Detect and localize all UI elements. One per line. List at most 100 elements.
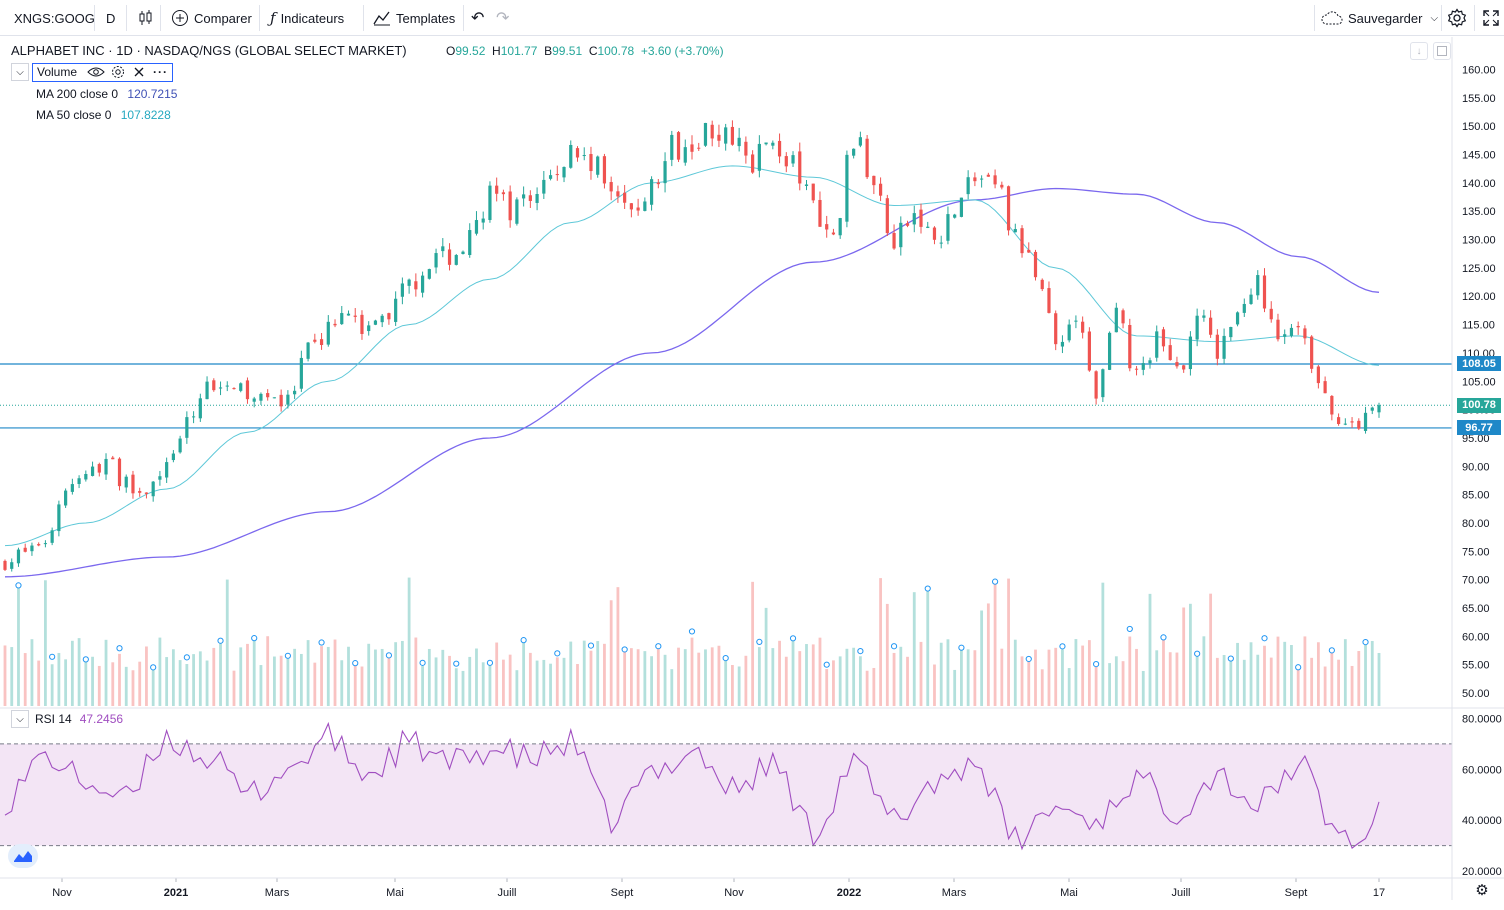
candle [1276, 313, 1280, 342]
time-axis[interactable]: Nov 2021 Mars Mai Juill Sept Nov 2022 Mars Mai Jui… [52, 878, 1385, 899]
scroll-to-latest-button[interactable]: ↓ [1410, 42, 1428, 60]
candle-body [811, 183, 815, 201]
chart-type-button[interactable] [138, 0, 154, 36]
candle-body [939, 242, 943, 244]
templates-icon [373, 11, 390, 26]
candle-body [986, 174, 990, 177]
candle [1054, 310, 1058, 351]
candle-body [239, 383, 243, 391]
candle [858, 131, 862, 148]
volume-bar [286, 658, 290, 706]
volume-bar [838, 656, 842, 706]
candle [946, 206, 950, 245]
candle-body [90, 466, 95, 476]
candle [23, 543, 27, 553]
volume-bar [64, 659, 68, 706]
candle-body [966, 177, 970, 195]
candle [97, 462, 101, 477]
save-button[interactable]: Sauvegarder ⌵ [1321, 0, 1438, 36]
candle [394, 291, 398, 326]
fullscreen-button[interactable] [1482, 0, 1500, 36]
tradingview-logo[interactable] [8, 844, 38, 868]
settings-button[interactable] [1447, 0, 1467, 36]
volume-bar [91, 656, 94, 706]
candle-body [926, 226, 930, 228]
volume-bar [1094, 663, 1098, 706]
volume-bar [50, 664, 54, 706]
maximize-pane-button[interactable] [1433, 42, 1451, 60]
price-axis[interactable]: 160.00 155.00 150.00 145.00 140.00 135.00 130.… [1462, 65, 1496, 701]
candle [892, 224, 896, 250]
candle [1141, 356, 1145, 376]
candle [340, 306, 344, 326]
change-value: +3.60 (+3.70%) [640, 44, 724, 58]
volume-marker [554, 650, 561, 657]
candle-body [1350, 421, 1354, 423]
volume-bar [818, 637, 822, 706]
candle-body [609, 182, 613, 192]
candle-body [1188, 336, 1193, 370]
candle-body [528, 195, 532, 201]
more-icon[interactable]: ··· [153, 65, 169, 79]
candle [1249, 288, 1253, 305]
close-icon[interactable] [133, 66, 145, 78]
candle-body [1303, 328, 1307, 339]
candle [70, 478, 74, 495]
eye-icon[interactable] [87, 66, 105, 78]
candle-body [474, 220, 479, 234]
volume-marker [318, 639, 325, 646]
interval-button[interactable]: D [106, 0, 115, 36]
candle [1013, 223, 1017, 233]
candle-body [1087, 331, 1091, 371]
axis-settings-button[interactable]: ⚙ [1472, 880, 1492, 900]
volume-indicator-box[interactable]: Volume ··· [32, 62, 174, 82]
volume-bar [697, 652, 701, 706]
close-value: 100.78 [597, 44, 635, 58]
indicators-button[interactable]: ƒ Indicateurs [270, 0, 344, 36]
candle-body [959, 197, 964, 217]
volume-bar [1283, 641, 1287, 706]
volume-marker [419, 659, 426, 666]
rsi-axis[interactable]: 80.0000 60.0000 40.0000 20.0000 [0, 714, 1502, 879]
volume-bar [313, 662, 317, 706]
undo-button[interactable]: ↶ [471, 0, 484, 36]
hline-lower-tag[interactable]: 96.77 [1457, 420, 1501, 436]
volume-bar [3, 645, 7, 706]
volume-bar [576, 664, 579, 706]
volume-bar [1364, 643, 1367, 706]
candle [1222, 328, 1226, 364]
candle-body [1141, 363, 1145, 370]
volume-bar [670, 669, 674, 706]
volume-bar [1040, 669, 1044, 706]
candle-body [57, 504, 61, 532]
price-tick-label: 150.00 [1462, 121, 1496, 133]
candle [1121, 308, 1125, 329]
candles [3, 120, 1381, 572]
redo-button[interactable]: ↷ [496, 0, 509, 36]
volume-bar [1310, 657, 1314, 706]
candle-body [346, 313, 351, 316]
hline-upper-tag[interactable]: 108.05 [1457, 356, 1501, 372]
templates-button[interactable]: Templates [373, 0, 455, 36]
symbol-search[interactable]: XNGS:GOOG [14, 0, 95, 36]
volume-bar [326, 646, 330, 706]
compare-button[interactable]: Comparer [171, 0, 252, 36]
volume-bar [980, 610, 984, 706]
horizontal-lines[interactable] [0, 363, 1452, 429]
candle [495, 177, 499, 202]
candle [212, 378, 216, 392]
settings-icon[interactable] [111, 65, 125, 79]
candle-body [724, 127, 728, 144]
candle-body [461, 251, 465, 254]
volume-marker [1126, 625, 1133, 633]
collapse-rsi-button[interactable]: ⌵ [11, 710, 29, 728]
candle-body [1047, 288, 1051, 313]
candle-body [831, 232, 836, 235]
volume-marker [1025, 655, 1032, 663]
candle-body [1323, 381, 1327, 394]
candle-body [1262, 275, 1267, 309]
volume-marker [1362, 638, 1369, 646]
candle [1006, 185, 1011, 236]
collapse-legend-button[interactable]: ⌵ [11, 63, 29, 81]
